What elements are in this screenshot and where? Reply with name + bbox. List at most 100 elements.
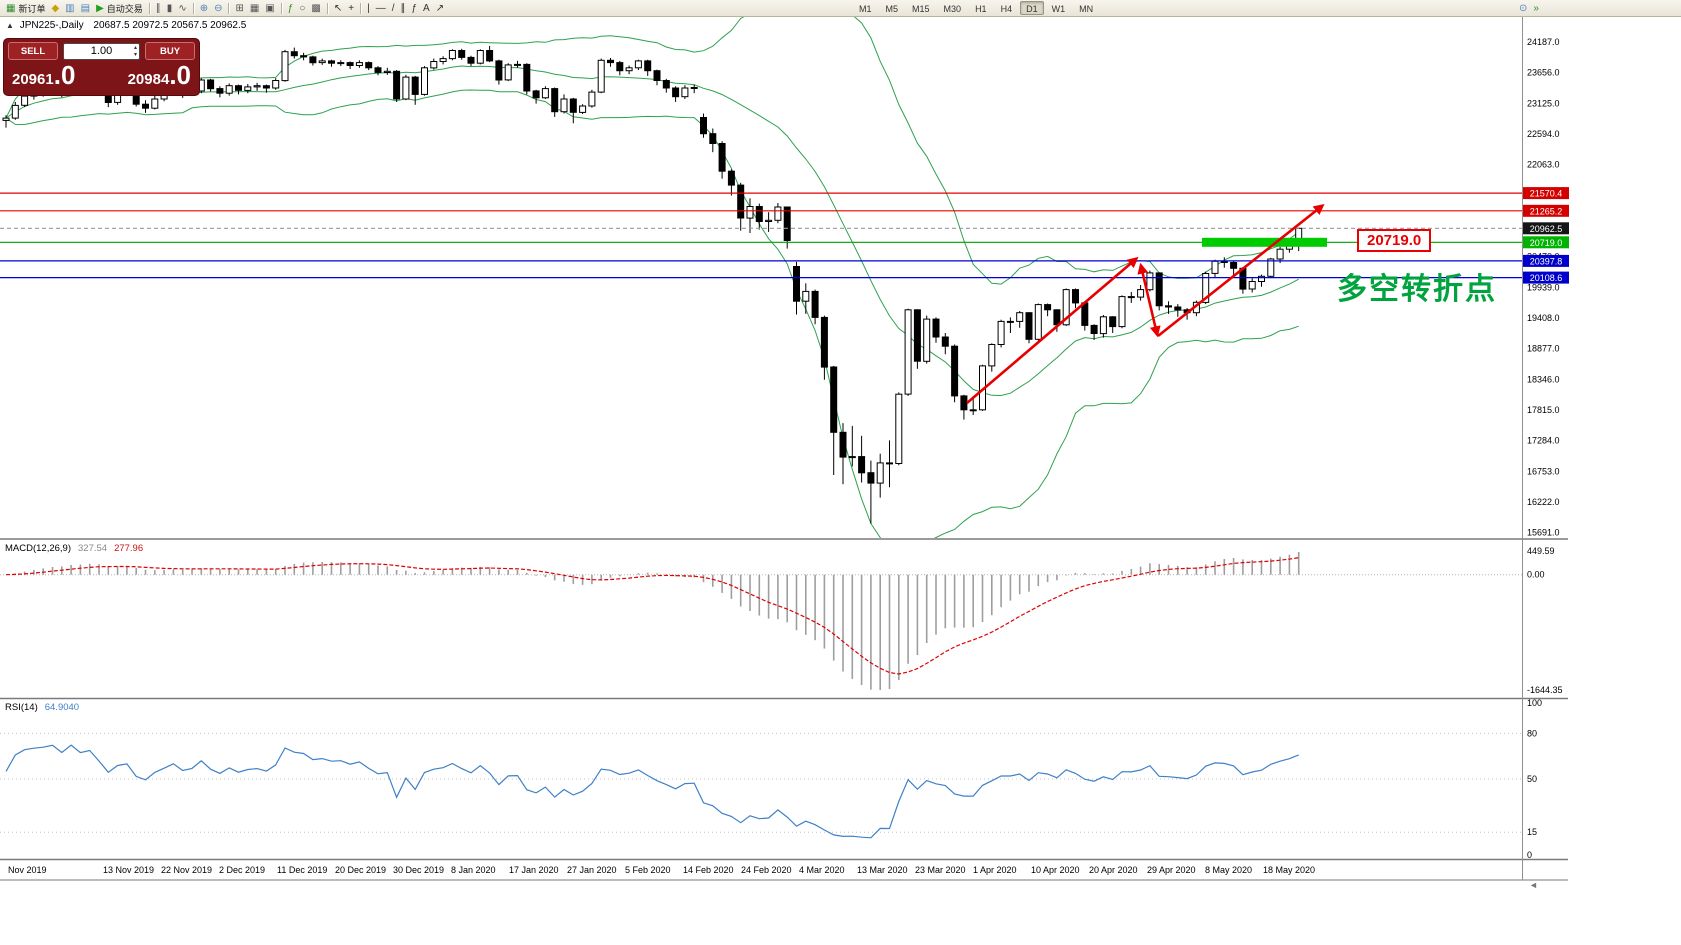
price-badge-label: 21570.4 [1530,189,1563,199]
toolbar: ▦ 新订单 ◆ ▥ ▤ ▶ 自动交易 ∥ ▮ ∿ ⊕ ⊖ ⊞ ▦ ▣ ƒ ○ ▩ ↖ + | — / ∥ ƒ A ↗ M1 M5 M15 M… [0,0,1681,17]
price-badge [1523,236,1569,249]
macd-main-value: 327.54 [78,543,108,554]
quick-jump-icon: » [1533,3,1539,14]
periods-icon: ○ [299,2,306,14]
timeframe-h4[interactable]: H4 [1000,4,1013,14]
toolbar-separator [360,2,362,14]
crosshair-icon[interactable]: + [345,1,357,16]
arrange-windows-icon[interactable]: ▣ [262,1,277,16]
timeframe-m1[interactable]: M1 [859,4,872,14]
tile-windows-icon: ⊞ [235,2,244,14]
sell-button[interactable]: SELL [8,42,58,60]
timeframe-h1[interactable]: H1 [975,4,987,14]
timeframe-mn[interactable]: MN [1079,4,1094,14]
sell-price[interactable]: 20961.0 [12,62,75,93]
time-axis-label: 27 Jan 2020 [567,865,617,875]
fibonacci-icon[interactable]: ƒ [408,1,420,16]
y-axis-label: 22063.0 [1527,160,1560,170]
trend-arrow[interactable] [1157,203,1325,338]
toolbar-separator [326,2,328,14]
search-icon[interactable]: ⊙ [1516,1,1530,16]
periods-icon[interactable]: ○ [296,1,308,16]
cascade-windows-icon: ▦ [249,2,260,14]
buy-price[interactable]: 20984.0 [128,62,191,93]
trend-arrow[interactable] [1137,262,1161,338]
channel-icon[interactable]: ∥ [397,1,408,16]
cascade-windows-icon[interactable]: ▦ [247,1,262,16]
y-axis-label: 23125.0 [1527,98,1560,108]
chart-scroll-arrow-icon[interactable]: ◄ [1529,880,1538,890]
timeframe-group: M1 M5 M15 M30 H1 H4 D1 W1 MN [852,1,1100,15]
cursor-icon[interactable]: ↖ [331,1,345,16]
volume-spinner[interactable]: ▴ ▾ [134,45,137,59]
timeframe-w1[interactable]: W1 [1051,4,1066,14]
trendline-icon[interactable]: / [389,1,398,16]
price-badge-label: 20397.8 [1530,256,1563,266]
timeframe-m5[interactable]: M5 [885,4,899,14]
line-chart-icon[interactable]: ∿ [175,1,189,16]
volume-field[interactable]: 1.00 ▴ ▾ [63,42,140,60]
volume-value[interactable]: 1.00 [90,45,113,57]
new-order-button[interactable]: ▦ 新订单 [3,1,48,16]
bollinger-middle-band [5,65,1299,397]
quick-jump-icon[interactable]: » [1530,1,1542,16]
symbol-title: JPN225-,Daily [19,20,84,31]
macd-signal-line [5,557,1299,675]
vertical-line-icon: | [367,2,370,14]
macd-axis-label: 449.59 [1527,546,1555,556]
timeframe-d1[interactable]: D1 [1020,1,1044,15]
trend-arrow[interactable] [966,256,1139,404]
time-axis-label: 24 Feb 2020 [741,865,792,875]
market-watch-icon[interactable]: ▥ [62,1,77,16]
y-axis-label: 18346.0 [1527,374,1560,384]
y-axis-label: 22594.0 [1527,129,1560,139]
price-badge-label: 20962.5 [1530,224,1563,234]
candlestick-chart-icon[interactable]: ▮ [164,1,176,16]
indicators-icon: ƒ [287,2,294,14]
trendline-icon: / [391,2,395,14]
alerts-icon[interactable]: ◆ [48,1,62,16]
bar-chart-icon[interactable]: ∥ [153,1,164,16]
time-axis-label: 30 Dec 2019 [393,865,444,875]
support-zone-highlight[interactable] [1202,237,1327,247]
zoom-out-icon[interactable]: ⊖ [211,1,225,16]
rsi-name: RSI(14) [5,702,38,713]
templates-icon[interactable]: ▩ [308,1,323,16]
text-icon[interactable]: A [420,1,433,16]
arrows-icon[interactable]: ↗ [433,1,447,16]
horizontal-line-icon[interactable]: — [373,1,389,16]
vertical-line-icon[interactable]: | [364,1,373,16]
spinner-up-icon[interactable]: ▴ [133,44,137,51]
zoom-in-icon[interactable]: ⊕ [197,1,211,16]
arrows-icon: ↗ [435,2,445,14]
timeframe-m15[interactable]: M15 [912,4,930,14]
spinner-down-icon[interactable]: ▾ [133,51,137,58]
cursor-icon: ↖ [333,2,343,14]
buy-price-main: 20984 [127,71,170,88]
trade-panel-prices: 20961.0 20984.0 [8,62,195,93]
tile-windows-icon[interactable]: ⊞ [232,1,246,16]
alerts-icon: ◆ [51,2,60,14]
y-axis-label: 16753.0 [1527,466,1560,476]
time-axis-label: 22 Nov 2019 [161,865,212,875]
price-badge [1523,222,1569,235]
candlestick-chart-icon: ▮ [166,2,173,14]
y-axis-label: 24187.0 [1527,37,1560,47]
channel-icon: ∥ [400,2,406,14]
chart-info-line: ▲ JPN225-,Daily 20687.5 20972.5 20567.5 … [6,20,246,31]
time-axis-label: 11 Dec 2019 [277,865,327,875]
timeframe-m30[interactable]: M30 [943,4,962,14]
fibonacci-icon: ƒ [411,2,418,14]
y-axis-label: 17284.0 [1527,436,1560,446]
data-window-icon: ▤ [80,2,91,14]
autotrading-button[interactable]: ▶ 自动交易 [93,1,146,16]
indicators-icon[interactable]: ƒ [285,1,297,16]
data-window-icon[interactable]: ▤ [78,1,93,16]
time-axis-label: 13 Nov 2019 [103,865,154,875]
price-callout[interactable]: 20719.0 [1357,229,1432,252]
macd-label: MACD(12,26,9) 327.54 277.96 [5,543,143,554]
turning-point-note[interactable]: 多空转折点 [1337,273,1497,306]
buy-button[interactable]: BUY [145,42,195,60]
zoom-out-icon: ⊖ [214,2,223,14]
